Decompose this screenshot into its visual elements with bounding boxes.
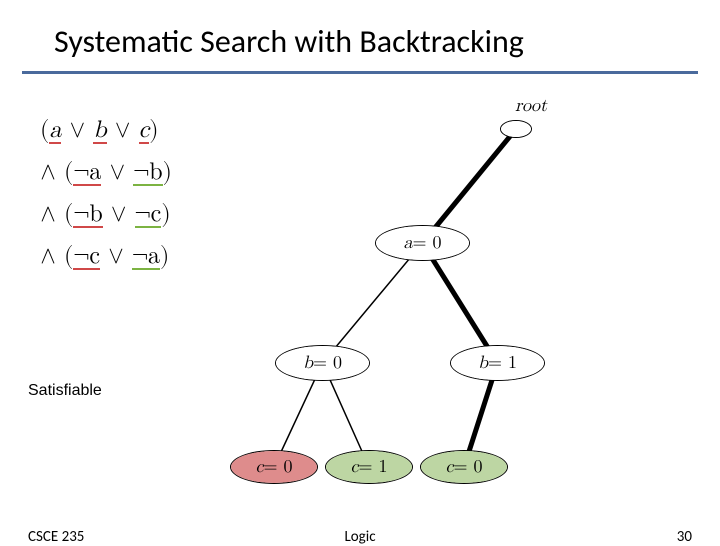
tree-node-b0: b = 0	[275, 345, 370, 381]
tree-node-root	[500, 120, 532, 138]
tree-edges	[150, 90, 670, 480]
page-title: Systematic Search with Backtracking	[0, 0, 720, 71]
tree-node-c1: c = 1	[325, 450, 413, 484]
footer-topic: Logic	[344, 528, 375, 546]
tree-node-a0: a = 0	[375, 225, 470, 261]
footer-page-number: 30	[677, 528, 692, 546]
tree-node-c0l: c = 0	[230, 450, 318, 484]
root-text-label: root	[515, 95, 547, 117]
tree-node-b1: b = 1	[450, 345, 545, 381]
search-tree: root a = 0b = 0b = 1c = 0c = 1c = 0	[150, 90, 670, 480]
satisfiable-label: Satisfiable	[28, 382, 102, 400]
tree-node-c0r: c = 0	[420, 450, 508, 484]
title-underline	[22, 71, 698, 74]
footer-course: CSCE 235	[28, 528, 84, 546]
